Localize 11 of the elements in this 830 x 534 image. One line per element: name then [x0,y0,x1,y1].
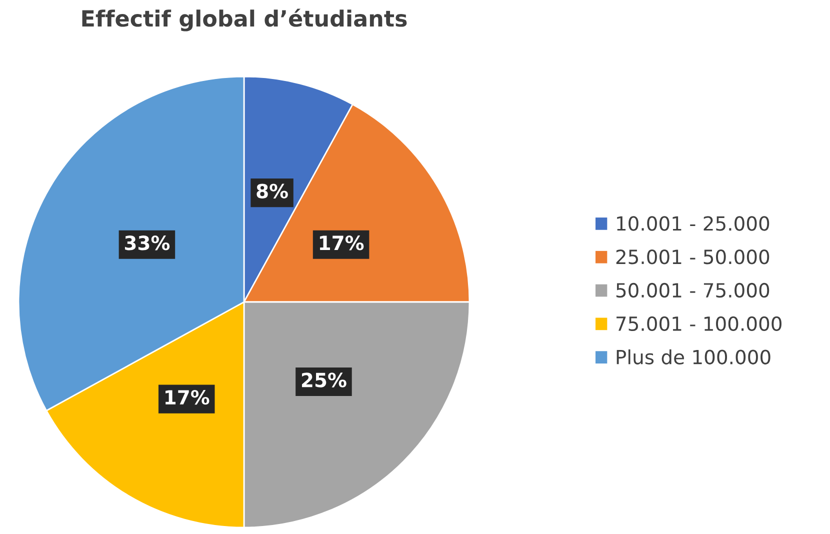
legend-label: 25.001 - 50.000 [616,250,770,264]
data-label: 33% [124,236,170,250]
legend-label: Plus de 100.000 [616,349,770,364]
data-label: 8% [256,184,288,198]
data-label: 25% [302,372,346,388]
legend-label: 50.001 - 75.000 [616,282,770,298]
legend-label: 10.001 - 25.000 [617,216,770,231]
data-label: 17% [166,390,210,405]
data-label: 17% [320,236,364,250]
legend-label: 75.001 - 100.000 [616,316,782,332]
chart-title: Effectif global d’étudiants [82,8,407,32]
